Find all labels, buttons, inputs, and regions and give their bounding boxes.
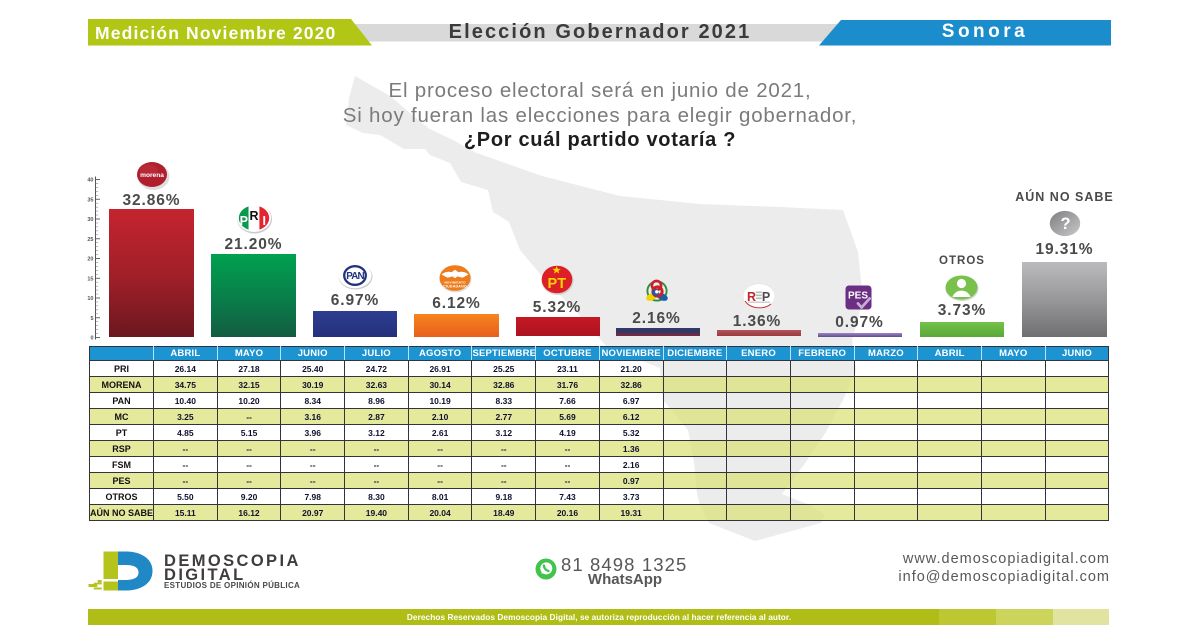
svg-text:?: ? xyxy=(1060,215,1070,233)
svg-text:R: R xyxy=(747,290,756,304)
svg-text:PES: PES xyxy=(848,291,868,302)
svg-text:R: R xyxy=(249,209,258,223)
svg-text:25: 25 xyxy=(87,237,93,243)
svg-text:PAN: PAN xyxy=(346,271,364,282)
svg-text:morena: morena xyxy=(140,172,164,179)
svg-text:35: 35 xyxy=(87,197,93,203)
svg-text:MOVIMIENTO: MOVIMIENTO xyxy=(444,281,466,285)
svg-text:5: 5 xyxy=(90,316,93,322)
svg-text:P: P xyxy=(762,290,770,304)
svg-text:15: 15 xyxy=(87,276,93,282)
svg-text:0: 0 xyxy=(90,336,93,342)
svg-text:30: 30 xyxy=(87,217,93,223)
svg-text:20: 20 xyxy=(87,257,93,263)
svg-text:PT: PT xyxy=(548,276,567,292)
svg-text:10: 10 xyxy=(87,296,93,302)
svg-text:40: 40 xyxy=(87,178,93,184)
svg-text:CIUDADANO: CIUDADANO xyxy=(443,285,467,289)
svg-text:I: I xyxy=(262,214,265,228)
svg-text:P: P xyxy=(240,214,248,228)
